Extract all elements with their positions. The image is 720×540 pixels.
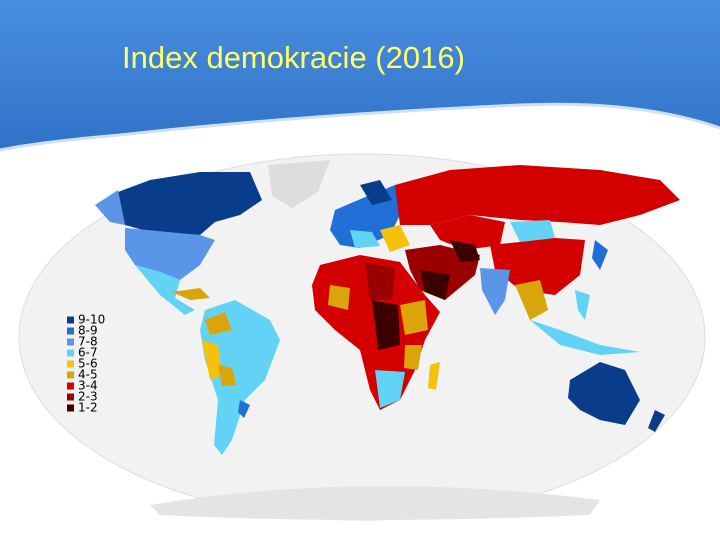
legend-swatch (67, 404, 74, 412)
world-map (18, 153, 706, 521)
legend-swatch (67, 360, 74, 368)
legend-swatch (67, 382, 74, 390)
legend-label: 5-6 (78, 357, 98, 371)
legend-label: 1-2 (78, 401, 98, 415)
legend-label: 6-7 (78, 346, 98, 360)
legend-swatch (67, 371, 74, 379)
legend-label: 8-9 (78, 324, 98, 338)
legend-swatch (67, 393, 74, 401)
legend-swatch (67, 338, 74, 346)
slide-title: Index demokracie (2016) (122, 40, 465, 75)
legend-label: 7-8 (78, 335, 98, 349)
legend-swatch (67, 349, 74, 357)
legend-swatch (67, 327, 74, 335)
legend-label: 2-3 (78, 390, 98, 404)
header-band (0, 0, 720, 150)
header-edge (0, 102, 720, 152)
legend: 9-108-97-86-75-64-53-42-31-2 (67, 313, 105, 415)
legend-label: 4-5 (78, 368, 98, 382)
legend-label: 9-10 (78, 313, 105, 327)
legend-swatch (67, 316, 74, 324)
legend-label: 3-4 (78, 379, 98, 393)
